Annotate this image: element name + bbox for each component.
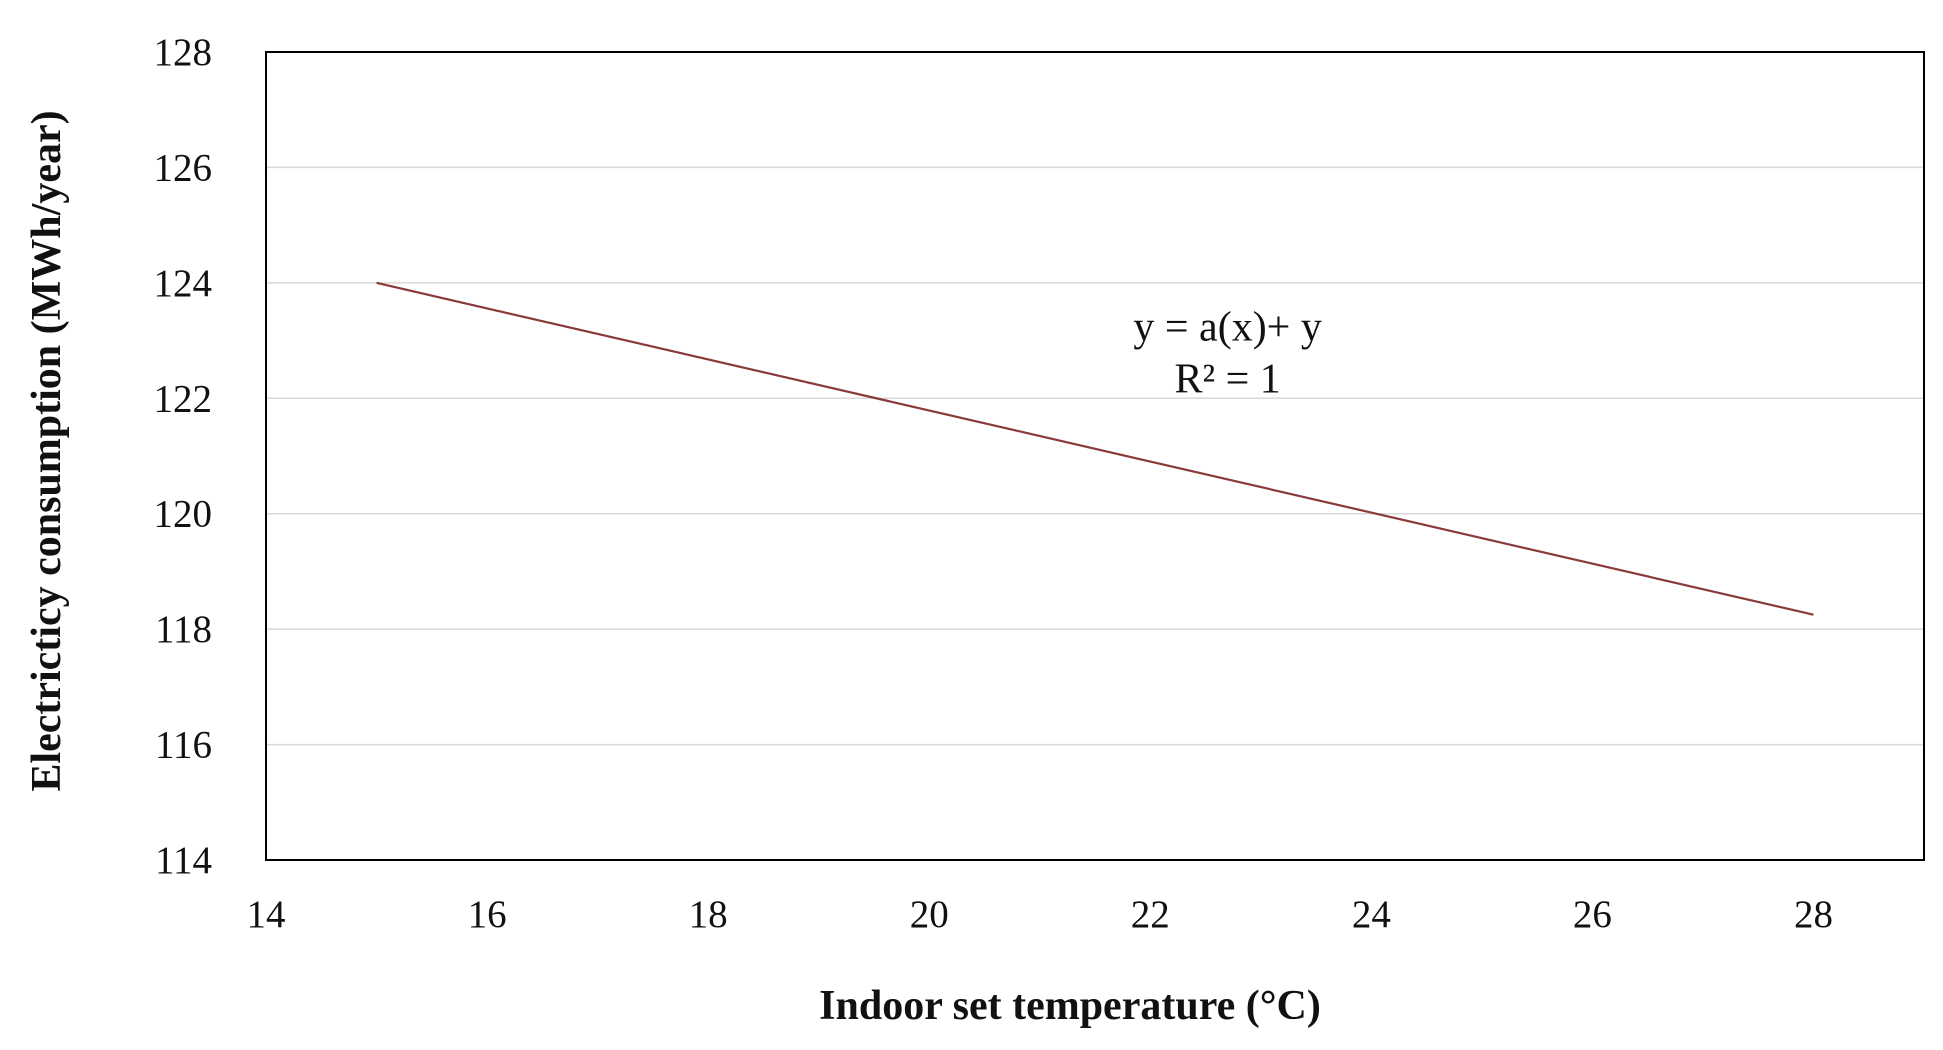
- x-tick-label: 28: [1794, 893, 1833, 936]
- y-tick-label: 122: [154, 377, 213, 420]
- trendline-annotation-0: y = a(x)+ y: [1133, 305, 1322, 351]
- annotations: y = a(x)+ y R² = 1: [1133, 305, 1322, 403]
- x-tick-label: 26: [1573, 893, 1612, 936]
- y-tick-label: 120: [154, 493, 213, 536]
- x-tick-label: 14: [247, 893, 286, 936]
- x-axis-ticks: 14 16 18 20 22 24 26 28: [247, 893, 1833, 936]
- x-tick-label: 22: [1131, 893, 1170, 936]
- x-tick-label: 20: [910, 893, 949, 936]
- x-axis-title: Indoor set temperature (°C): [819, 983, 1321, 1029]
- y-tick-label: 118: [155, 608, 212, 651]
- y-axis-title: Electricticy consumption (MWh/year): [24, 110, 70, 791]
- y-tick-label: 116: [155, 724, 212, 767]
- y-tick-label: 128: [154, 31, 213, 74]
- trendline-annotation-1: R² = 1: [1174, 357, 1280, 403]
- x-tick-label: 16: [468, 893, 507, 936]
- gridlines: [266, 166, 1924, 746]
- plot-frame: [265, 51, 1925, 861]
- x-tick-label: 18: [689, 893, 728, 936]
- y-tick-label: 126: [154, 146, 213, 189]
- y-tick-label: 124: [154, 262, 213, 305]
- y-axis-ticks: 114 116 118 120 122 124 126 128: [154, 31, 213, 882]
- series-line-0: [376, 281, 1814, 616]
- y-tick-label: 114: [155, 839, 212, 882]
- series-layer: [376, 281, 1814, 616]
- x-tick-label: 24: [1352, 893, 1391, 936]
